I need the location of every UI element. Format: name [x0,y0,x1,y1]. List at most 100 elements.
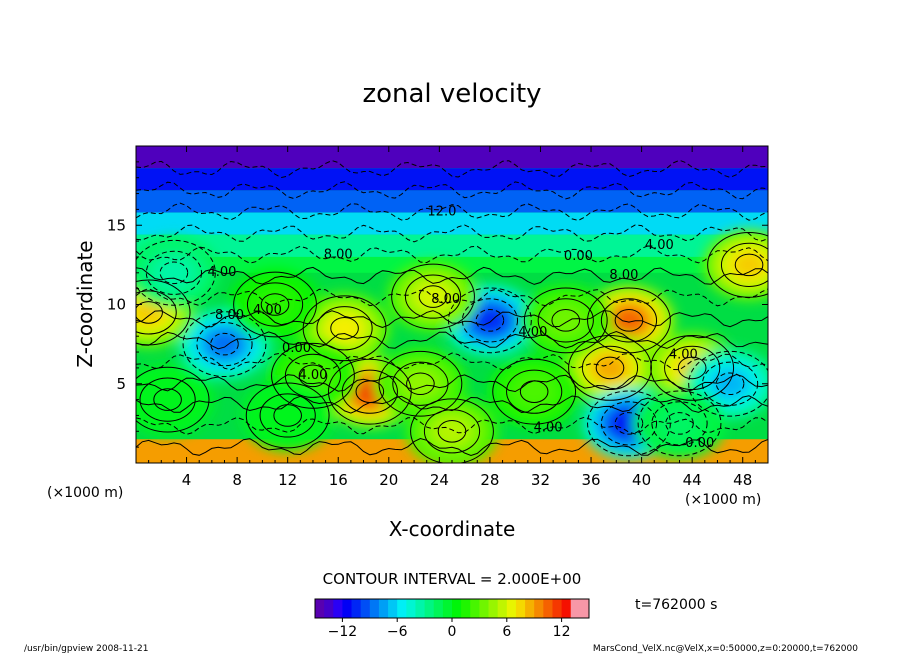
time-label: t=762000 s [635,597,717,613]
colorbar-swatch [552,599,562,618]
colorbar-tick-label: −6 [387,624,408,640]
field-feature [702,229,768,301]
contour-label: 4.00 [534,420,563,435]
colorbar-swatch [561,599,572,618]
contour-line [271,342,355,409]
contour-line [145,250,203,295]
x-tick-label: 24 [430,471,449,489]
colorbar-swatch [433,599,444,618]
colorbar-swatch [442,599,453,618]
colorbar-swatch [515,599,526,618]
colorbar-swatch [315,599,325,618]
contour-label: 0.00 [282,341,311,356]
colorbar-swatch [415,599,425,618]
field-band [136,212,768,235]
contour-line [707,231,768,298]
field-feature [405,395,499,463]
colorbar-tick-label: −12 [328,624,358,640]
footer-left: /usr/bin/gpview 2008-11-21 [24,644,148,654]
x-tick-label: 40 [632,471,651,489]
y-tick-label: 10 [107,296,126,314]
contour-label: 4.00 [645,238,674,253]
contour-line [182,311,267,378]
contour-line [136,181,768,200]
y-axis-label: Z-coordinate [73,240,97,367]
contour-line [298,364,328,388]
colorbar-tick-label: 0 [448,624,457,640]
contour-line [600,298,658,343]
contour-line [259,393,316,438]
contour-line [600,401,658,446]
contour-line [650,335,735,401]
contour-label: 4.00 [298,368,327,383]
colorbar-swatch [360,599,371,618]
field-band [136,234,768,257]
colorbar-swatch [424,599,435,618]
field-band [136,190,768,213]
colorbar-tick-label: 6 [502,624,511,640]
colorbar-swatch [570,599,581,618]
colorbar-swatch [369,599,380,618]
colorbar-swatch [461,599,471,618]
contour-label: 8.00 [215,308,244,323]
y-axis-ticks: 5 10 15 [107,161,768,448]
x-tick-label: 44 [683,471,702,489]
contour-line [153,388,182,411]
x-tick-label: 48 [733,471,752,489]
contour-line [136,366,210,433]
x-tick-label: 32 [531,471,550,489]
contour-line [665,412,694,435]
y-tick-label: 5 [116,375,126,393]
contour-line [461,298,519,343]
contour-label: 12.0 [427,205,456,220]
contour-line [136,395,768,414]
colorbar-swatch [488,599,499,618]
x-tick-label: 8 [232,471,242,489]
contour-line [614,412,644,435]
contour-line [196,322,253,367]
field-feature [487,355,581,428]
contour-line [637,390,722,457]
contour-line [568,335,652,401]
contour-line [136,224,768,243]
colorbar-swatch [397,599,407,618]
contour-label: 4.00 [669,347,698,362]
y-tick-label: 15 [107,216,126,234]
contour-line [404,274,462,319]
contour-label: 8.00 [609,268,638,283]
contour-line [406,372,435,396]
colorbar-ticks: −12 −6 0 6 12 [328,618,571,640]
contour-line [233,271,317,338]
contour-line [159,261,189,285]
contour-line [355,380,385,403]
contour-line [378,350,463,417]
contour-line [316,306,373,351]
contour-line [523,287,608,354]
x-axis-ticks: 4 8 12 16 20 24 28 32 36 40 44 48 [148,146,756,489]
contour-line [245,382,330,449]
colorbar-swatch [378,599,389,618]
contour-line [136,239,216,306]
contour-label: 4.00 [518,325,547,340]
x-unit-left: (×1000 m) [47,485,123,501]
contour-line [136,309,768,329]
contour-labels: 12.0 8.00 4.00 8.00 4.00 0.00 4.00 8.00 4.00 0.00… [207,205,714,451]
contour-line [492,358,577,425]
contour-line [581,345,639,390]
footer-right: MarsCond_VelX.nc@VelX,x=0:50000,z=0:2000… [593,644,858,654]
contour-line [664,345,721,390]
colorbar-swatch [324,599,334,618]
contour-line [720,242,768,287]
contour-line [341,369,398,414]
contour-line [136,288,768,307]
field-band [136,146,768,169]
contour-line [391,263,475,330]
contour-line [701,361,759,406]
contour-line [688,350,768,417]
contour-line [210,332,239,356]
contour-line [136,373,768,393]
contour-line [423,409,481,454]
contour-line [651,401,708,446]
